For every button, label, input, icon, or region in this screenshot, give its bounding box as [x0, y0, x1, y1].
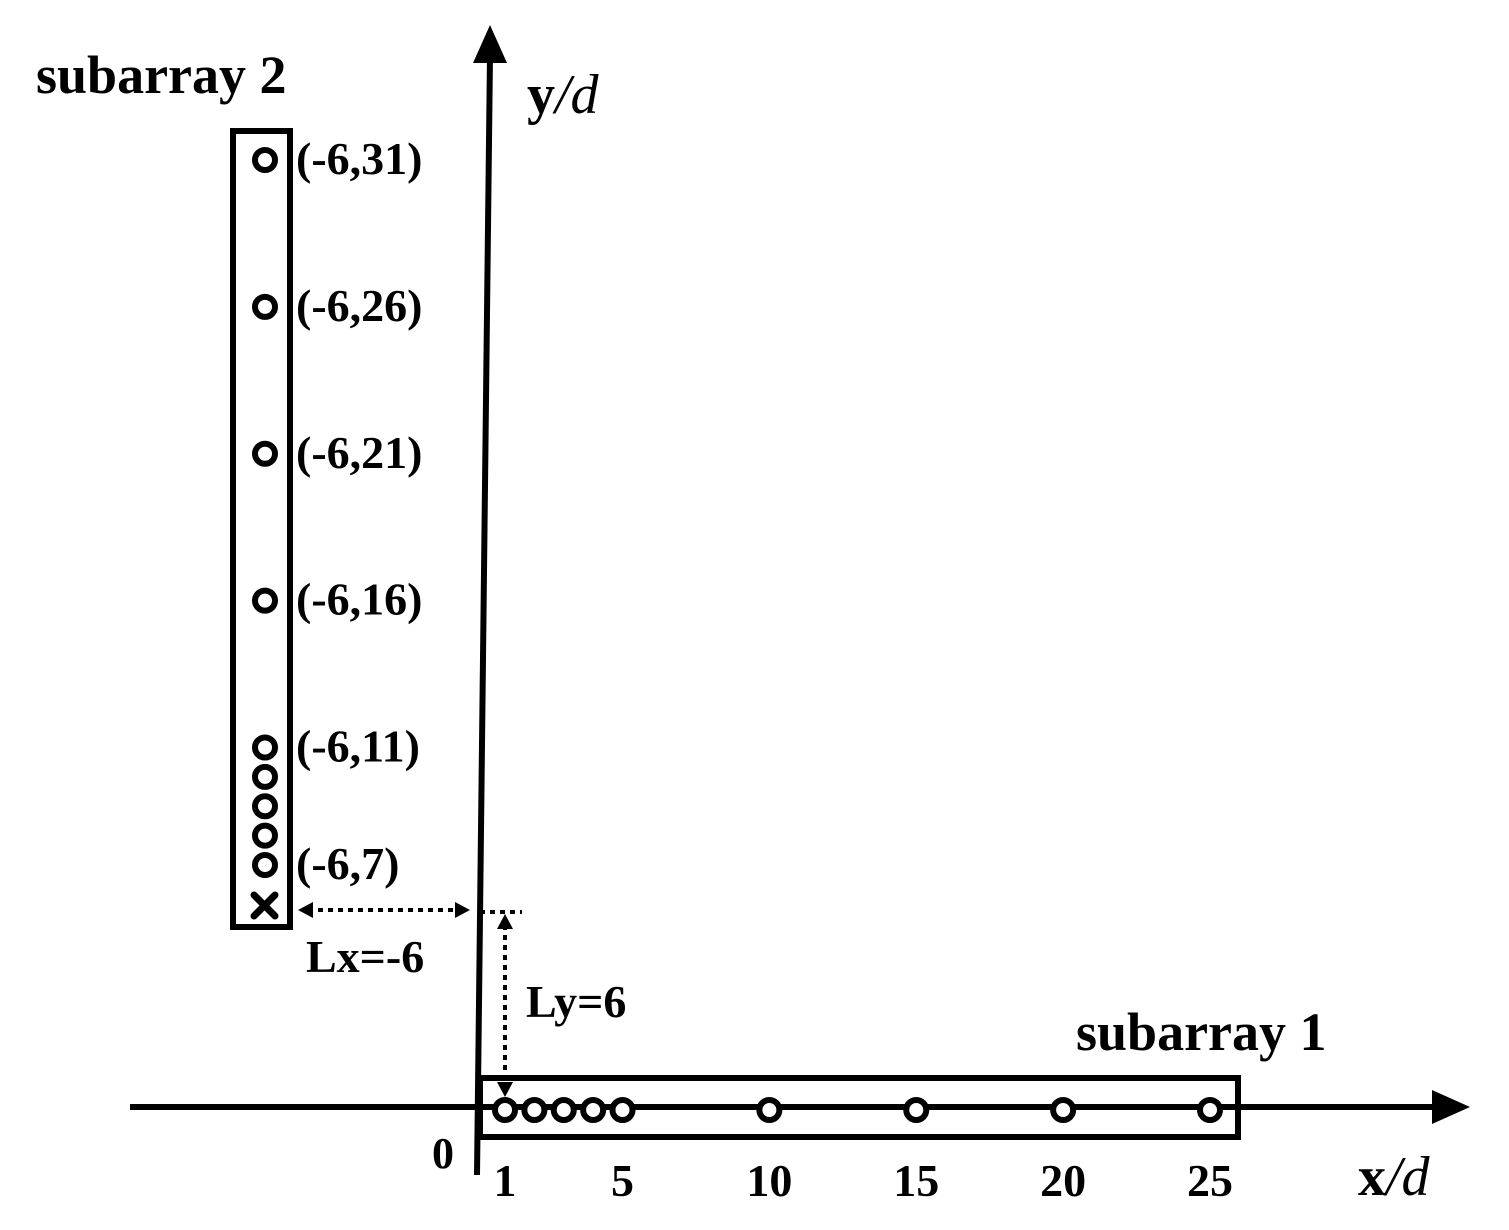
subarray2-coordinate-labels: (-6,31) (-6,26) (-6,21) (-6,16) (-6,11) (-6,7… [296, 133, 422, 889]
y-axis-arrowhead [473, 25, 507, 63]
offset-cross-marker [250, 891, 279, 920]
subarray1-sensors [492, 1097, 1223, 1123]
sensor-x3 [550, 1097, 577, 1123]
sensor-y26 [252, 293, 278, 320]
sensor-x15 [903, 1097, 930, 1123]
coord-label-7: (-6,7) [296, 838, 399, 889]
sensor-y7 [252, 852, 278, 878]
sensor-x1 [492, 1097, 518, 1123]
sensor-y16 [252, 587, 278, 614]
ly-arrowhead-top [497, 914, 513, 929]
origin-label: 0 [432, 1129, 454, 1178]
coord-label-11: (-6,11) [296, 721, 420, 772]
sensor-x4 [580, 1097, 607, 1123]
sensor-y10 [252, 763, 278, 790]
tick-label-10: 10 [746, 1155, 792, 1206]
tick-label-5: 5 [611, 1155, 634, 1206]
lx-arrowhead-right [455, 902, 470, 918]
subarray2-title: subarray 2 [36, 45, 287, 105]
coord-label-16: (-6,16) [296, 574, 422, 625]
tick-label-20: 20 [1040, 1155, 1086, 1206]
sensor-y8 [252, 822, 278, 849]
sensor-y31 [252, 147, 278, 173]
coord-label-26: (-6,26) [296, 280, 422, 331]
subarray1-title: subarray 1 [1076, 1002, 1327, 1062]
coord-label-31: (-6,31) [296, 133, 422, 184]
x-axis-label: x/d [1358, 1146, 1431, 1208]
sensor-y9 [252, 793, 278, 820]
subarray2-box [230, 128, 293, 930]
subarray2-sensors [252, 147, 278, 878]
sensor-x10 [756, 1097, 783, 1123]
ly-arrowhead-bottom [497, 1082, 513, 1097]
lx-arrowhead-left [298, 902, 313, 918]
sensor-y11 [252, 734, 278, 761]
y-axis-line [474, 54, 493, 1176]
tick-label-25: 25 [1187, 1155, 1233, 1206]
sensor-x2 [521, 1097, 548, 1123]
sensor-y21 [252, 440, 278, 467]
tick-label-15: 15 [893, 1155, 939, 1206]
ly-label: Ly=6 [526, 976, 626, 1027]
subarray1-box [477, 1075, 1241, 1140]
sensor-x25 [1197, 1097, 1223, 1123]
y-axis-label: y/d [527, 64, 600, 126]
subarray1-tick-labels: 1 5 10 15 20 25 [494, 1155, 1234, 1206]
sensor-x5 [609, 1097, 636, 1123]
lx-label: Lx=-6 [306, 931, 424, 982]
x-axis-arrowhead [1432, 1090, 1470, 1124]
coord-label-21: (-6,21) [296, 427, 422, 478]
tick-label-1: 1 [494, 1155, 517, 1206]
sensor-x20 [1050, 1097, 1077, 1123]
